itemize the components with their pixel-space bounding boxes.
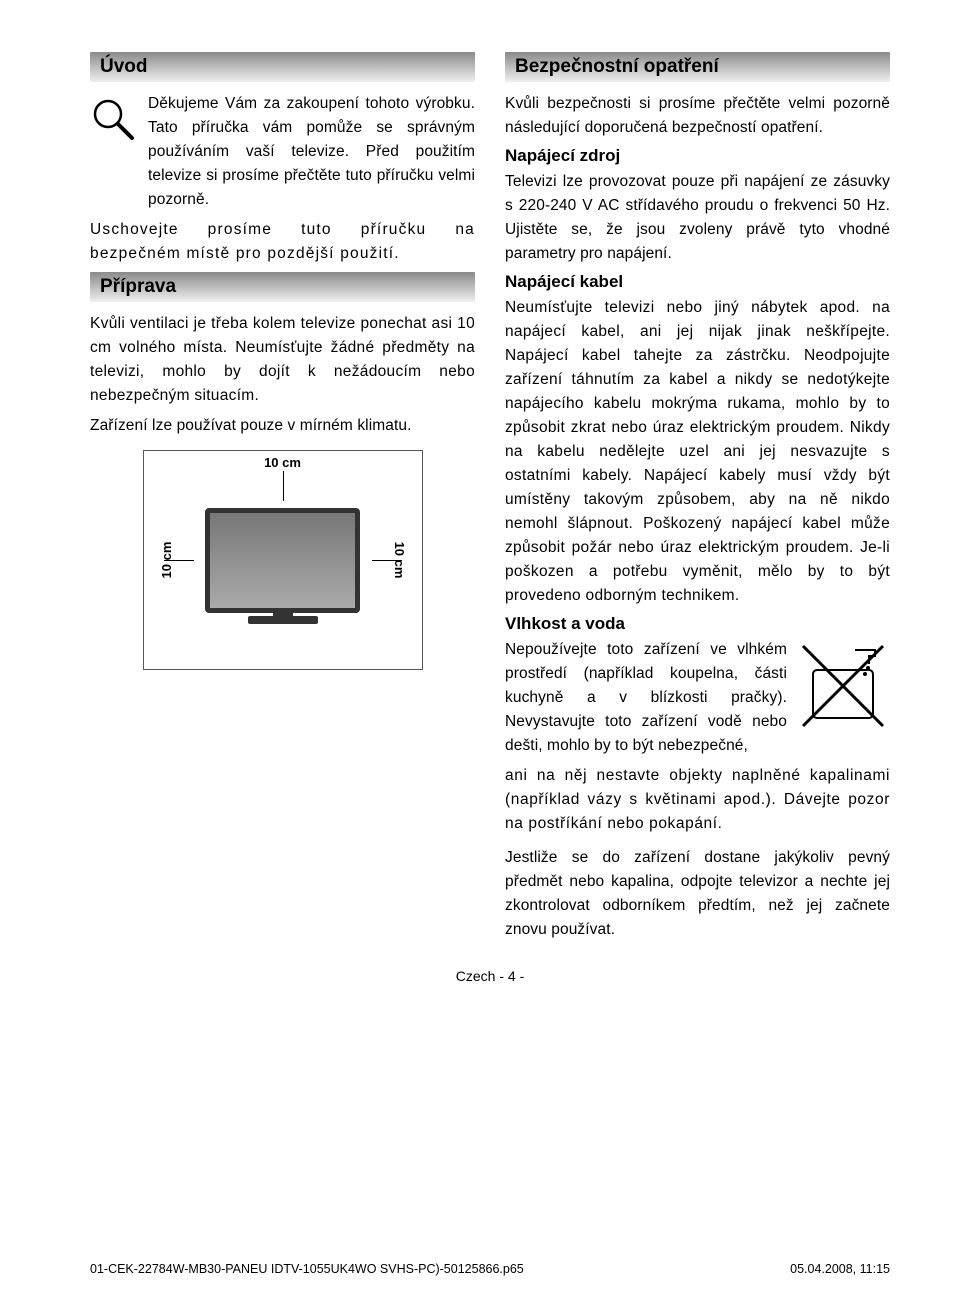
heading-bezpecnostni: Bezpečnostní opatření: [505, 52, 890, 82]
vlhkost-block: Nepoužívejte toto zařízení ve vlhkém pro…: [505, 638, 890, 764]
heading-uvod: Úvod: [90, 52, 475, 82]
two-column-layout: Úvod Děkujeme Vám za zakoupení tohoto vý…: [90, 48, 890, 948]
footer-filename: 01-CEK-22784W-MB30-PANEU IDTV-1055UK4WO …: [90, 1262, 524, 1276]
zdroj-p1: Televizi lze provozovat pouze při napáje…: [505, 170, 890, 266]
intro-text-1: Děkujeme Vám za zakoupení tohoto výrobku…: [148, 95, 475, 208]
intro-paragraph-1-part: Děkujeme Vám za zakoupení tohoto výrobku…: [148, 92, 475, 212]
vlhkost-p1: Nepoužívejte toto zařízení ve vlhkém pro…: [505, 638, 787, 758]
bezp-p1: Kvůli bezpečnosti si prosíme přečtěte ve…: [505, 92, 890, 140]
intro-block: Děkujeme Vám za zakoupení tohoto výrobku…: [90, 92, 475, 218]
subheading-vlhkost: Vlhkost a voda: [505, 614, 890, 634]
heading-priprava: Příprava: [90, 272, 475, 302]
arrow-left: [164, 560, 194, 561]
tv-ventilation-diagram: 10 cm 10 cm 10 cm: [143, 450, 423, 670]
subheading-kabel: Napájecí kabel: [505, 272, 890, 292]
subheading-zdroj: Napájecí zdroj: [505, 146, 890, 166]
vlhkost-p2: ani na něj nestavte objekty naplněné kap…: [505, 764, 890, 836]
footer-timestamp: 05.04.2008, 11:15: [790, 1262, 890, 1276]
arrow-right: [372, 560, 402, 561]
footer: 01-CEK-22784W-MB30-PANEU IDTV-1055UK4WO …: [90, 1262, 890, 1276]
kabel-p1: Neumísťujte televizi nebo jiný nábytek a…: [505, 296, 890, 608]
no-water-icon: [795, 638, 890, 733]
tv-stand-icon: [248, 616, 318, 624]
left-column: Úvod Děkujeme Vám za zakoupení tohoto vý…: [90, 48, 475, 948]
vlhkost-p3: Jestliže se do zařízení dostane jakýkoli…: [505, 846, 890, 942]
right-column: Bezpečnostní opatření Kvůli bezpečnosti …: [505, 48, 890, 948]
diagram-label-top: 10 cm: [264, 455, 301, 470]
tv-icon: [205, 508, 360, 613]
priprava-p2: Zařízení lze používat pouze v mírném kli…: [90, 414, 475, 438]
page-number: Czech - 4 -: [90, 968, 890, 984]
magnifier-icon: [90, 96, 138, 144]
priprava-p1: Kvůli ventilaci je třeba kolem televize …: [90, 312, 475, 408]
arrow-top: [283, 471, 284, 501]
intro-paragraph-2: Uschovejte prosíme tuto příručku na bezp…: [90, 218, 475, 266]
